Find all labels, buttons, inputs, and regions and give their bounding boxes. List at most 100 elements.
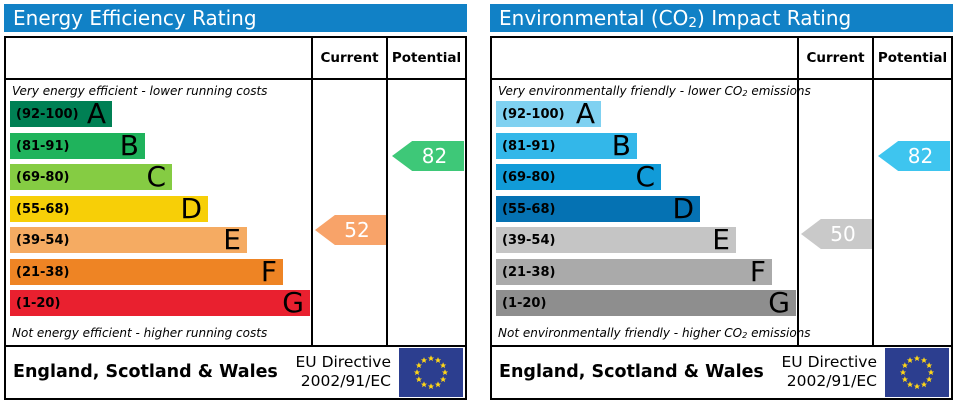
band-row-g: (1-20) G [10,286,310,319]
rating-table: Current Potential Very environmentally f… [490,36,953,400]
bottom-caption: Not energy efficient - higher running co… [12,326,267,340]
band-bar-d: (55-68) D [10,192,208,225]
current-column-header: Current [806,50,865,66]
band-row-f: (21-38) F [10,255,310,288]
band-row-f: (21-38) F [496,258,796,286]
caption-text: Very environmentally friendly - lower CO [498,84,743,98]
band-bar-f: (21-38) F [496,258,772,286]
eu-directive-label: EU Directive 2002/91/EC [782,353,878,391]
band-letter: G [768,286,790,319]
eu-directive-line1: EU Directive [295,353,392,371]
column-divider [872,38,874,345]
band-bar-a: (92-100) A [10,97,112,130]
band-range-label: (21-38) [502,264,556,280]
column-header-row: Current Potential [492,38,951,80]
potential-column-header: Potential [391,50,462,66]
potential-rating-value: 82 [907,144,934,168]
chart-title-text: Energy Efficiency Rating [13,6,257,30]
column-divider [386,38,388,345]
band-letter: E [223,223,241,256]
band-range-label: (21-38) [16,264,70,280]
band-letter: B [119,129,139,162]
bottom-caption: Not environmentally friendly - higher CO… [498,326,811,340]
band-bar-a: (92-100) A [496,97,601,130]
band-row-d: (55-68) D [10,192,310,225]
band-range-label: (69-80) [502,169,556,185]
band-range-label: (39-54) [16,232,70,248]
band-letter: E [712,223,730,256]
chart-title-text: Environmental (CO [499,6,689,30]
band-row-e: (39-54) E [496,223,796,256]
band-bar-c: (69-80) C [496,160,661,193]
band-row-c: (69-80) C [496,160,796,193]
band-range-label: (81-91) [16,138,70,154]
band-letter: A [575,97,595,130]
potential-rating-value: 82 [421,144,448,168]
column-divider [311,38,313,345]
band-letter: C [146,160,166,193]
band-range-label: (39-54) [502,232,556,248]
band-letter: A [86,97,106,130]
potential-rating-arrow: 82 [392,141,464,171]
band-range-label: (92-100) [502,106,565,122]
band-letter: C [635,160,655,193]
band-row-b: (81-91) B [10,129,310,162]
eu-flag-icon [885,348,949,397]
caption-text-end: emissions [747,84,811,98]
footer-divider [492,345,951,347]
potential-rating-arrow: 82 [878,141,950,171]
chart-footer: England, Scotland & Wales EU Directive 2… [6,347,465,398]
eu-directive-label: EU Directive 2002/91/EC [296,353,392,391]
chart-footer: England, Scotland & Wales EU Directive 2… [492,347,951,398]
band-row-a: (92-100) A [496,97,796,130]
chart-title-text-end: ) Impact Rating [697,6,852,30]
chart-title: Environmental (CO2) Impact Rating [490,4,953,32]
band-row-e: (39-54) E [10,223,310,256]
caption-text-end: emissions [747,326,811,340]
band-bar-e: (39-54) E [10,223,247,256]
eu-flag-icon [399,348,463,397]
current-column-header: Current [320,50,379,66]
chart-title-subscript: 2 [688,14,698,31]
band-range-label: (55-68) [16,201,70,217]
band-range-label: (1-20) [502,295,547,311]
band-bar-b: (81-91) B [10,129,145,162]
eu-directive-line2: 2002/91/EC [300,372,391,390]
band-letter: D [180,192,202,225]
current-rating-arrow: 52 [315,215,386,245]
band-range-label: (69-80) [16,169,70,185]
band-letter: F [260,255,277,288]
band-bar-e: (39-54) E [496,223,736,256]
eu-directive-line2: 2002/91/EC [786,372,877,390]
region-label: England, Scotland & Wales [13,362,278,382]
caption-text: Not energy efficient - higher running co… [12,326,268,340]
region-label: England, Scotland & Wales [499,362,764,382]
band-row-d: (55-68) D [496,195,796,223]
band-bar-b: (81-91) B [496,132,637,160]
top-caption: Very energy efficient - lower running co… [12,84,267,98]
chart-title: Energy Efficiency Rating [4,4,467,32]
band-bar-g: (1-20) G [496,286,796,319]
column-divider [797,38,799,345]
band-range-label: (81-91) [502,138,556,154]
band-row-c: (69-80) C [10,160,310,193]
band-row-b: (81-91) B [496,132,796,160]
potential-column-header: Potential [877,50,948,66]
band-row-a: (92-100) A [10,97,310,130]
current-rating-value: 52 [344,218,370,242]
caption-subscript: 2 [742,330,748,341]
band-letter: G [282,286,304,319]
band-range-label: (92-100) [16,106,79,122]
band-range-label: (55-68) [502,201,556,217]
column-header-row: Current Potential [6,38,465,80]
band-bar-d: (55-68) D [496,195,700,223]
caption-subscript: 2 [742,88,748,99]
band-row-g: (1-20) G [496,286,796,319]
rating-table: Current Potential Very energy efficient … [4,36,467,400]
top-caption: Very environmentally friendly - lower CO… [498,84,811,98]
eu-directive-line1: EU Directive [781,353,878,371]
band-bar-c: (69-80) C [10,160,172,193]
caption-text: Very energy efficient - lower running co… [12,84,268,98]
caption-text: Not environmentally friendly - higher CO [498,326,743,340]
